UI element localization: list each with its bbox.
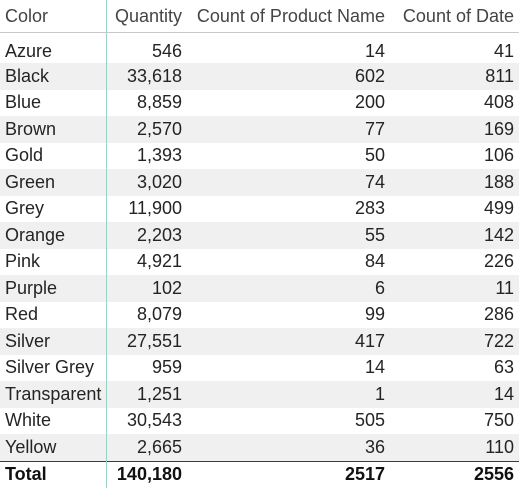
row-header-color: Silver Grey [0,354,107,381]
row-header-color: Gold [0,142,107,169]
cell-quantity: 1,393 [136,145,182,166]
cell-count-date: 408 [483,92,514,113]
column-header-count-date[interactable]: Count of Date [388,0,519,33]
cell-quantity: 30,543 [126,410,182,431]
total-count-product-name: 2517 [185,460,388,488]
cell-count-date: 11 [388,275,519,302]
table-row: Transparent 1,251 1 14 [0,381,519,408]
cell-count-date: 188 [388,169,519,196]
cell-quantity: 3,020 [106,169,185,196]
row-header-color: Brown [0,116,107,143]
cell-count-product-name: 6 [185,275,388,302]
row-header-color: Purple [0,275,107,302]
cell-count-date: 14 [388,381,519,408]
cell-count-date: 722 [388,328,519,355]
header-row: Color Quantity Count of Product Name Cou… [0,0,519,33]
row-header-color: Orange [0,222,107,249]
table-header: Color Quantity Count of Product Name Cou… [0,0,519,33]
cell-count-product-name: 14 [364,357,385,378]
column-header-count-product-name[interactable]: Count of Product Name [185,0,388,33]
row-header-color: Red [0,301,107,328]
cell-count-product-name: 283 [354,198,385,219]
cell-count-product-name: 417 [185,328,388,355]
cell-quantity: 1,251 [106,381,185,408]
cell-count-date: 499 [483,198,514,219]
cell-count-product-name: 505 [354,410,385,431]
cell-count-date: 41 [493,40,514,61]
cell-count-product-name: 99 [364,304,385,325]
cell-count-product-name: 50 [364,145,385,166]
cell-quantity: 102 [106,275,185,302]
cell-quantity: 2,203 [106,222,185,249]
table-row: Gold 1,393 50 106 [0,142,519,169]
table-row: Orange 2,203 55 142 [0,222,519,249]
cell-count-date: 63 [493,357,514,378]
cell-count-product-name: 77 [185,116,388,143]
table-row: Silver Grey 959 14 63 [0,354,519,381]
cell-quantity: 11,900 [128,198,182,219]
cell-count-date: 169 [388,116,519,143]
cell-count-product-name: 55 [185,222,388,249]
table-body: Azure 546 14 41 Black 33,618 602 811 Blu… [0,32,519,461]
row-header-color: Azure [0,32,107,63]
cell-count-date: 110 [388,434,519,461]
row-header-color: Black [0,63,107,90]
cell-count-date: 750 [483,410,514,431]
cell-quantity: 27,551 [106,328,185,355]
column-header-color[interactable]: Color [0,0,107,33]
row-header-color: Grey [0,195,107,222]
table-row: Green 3,020 74 188 [0,169,519,196]
total-row: Total 140,180 2517 2556 [0,460,519,488]
cell-count-product-name: 36 [185,434,388,461]
table-row: Yellow 2,665 36 110 [0,434,519,461]
table-footer: Total 140,180 2517 2556 [0,460,519,488]
cell-quantity: 959 [151,357,182,378]
cell-quantity: 8,079 [136,304,182,325]
cell-count-date: 106 [483,145,514,166]
total-label: Total [0,460,107,488]
cell-count-product-name: 200 [354,92,385,113]
row-header-color: Silver [0,328,107,355]
row-header-color: White [0,407,107,434]
cell-quantity: 33,618 [106,63,185,90]
row-header-color: Blue [0,89,107,116]
cell-count-product-name: 84 [364,251,385,272]
column-header-quantity[interactable]: Quantity [106,0,185,33]
row-header-color: Transparent [0,381,107,408]
cell-count-date: 286 [483,304,514,325]
table-row: Blue 8,859 200 408 [0,89,519,116]
cell-count-product-name: 74 [185,169,388,196]
row-header-color: Yellow [0,434,107,461]
cell-quantity: 8,859 [136,92,182,113]
row-header-color: Pink [0,248,107,275]
cell-quantity: 2,570 [106,116,185,143]
cell-count-date: 811 [388,63,519,90]
cell-count-date: 142 [388,222,519,249]
cell-count-product-name: 602 [185,63,388,90]
table-row: Silver 27,551 417 722 [0,328,519,355]
table-row: Red 8,079 99 286 [0,301,519,328]
total-count-date: 2556 [388,460,519,488]
total-quantity: 140,180 [106,460,185,488]
table-row: Brown 2,570 77 169 [0,116,519,143]
table-row: White 30,543 505 750 [0,407,519,434]
cell-quantity: 4,921 [136,251,182,272]
table-row: Purple 102 6 11 [0,275,519,302]
table-row: Azure 546 14 41 [0,32,519,63]
cell-quantity: 2,665 [106,434,185,461]
cell-count-date: 226 [483,251,514,272]
table-row: Grey 11,900 283 499 [0,195,519,222]
cell-count-product-name: 1 [185,381,388,408]
table-row: Black 33,618 602 811 [0,63,519,90]
row-header-color: Green [0,169,107,196]
cell-count-product-name: 14 [364,40,385,61]
table-row: Pink 4,921 84 226 [0,248,519,275]
cell-quantity: 546 [151,40,182,61]
